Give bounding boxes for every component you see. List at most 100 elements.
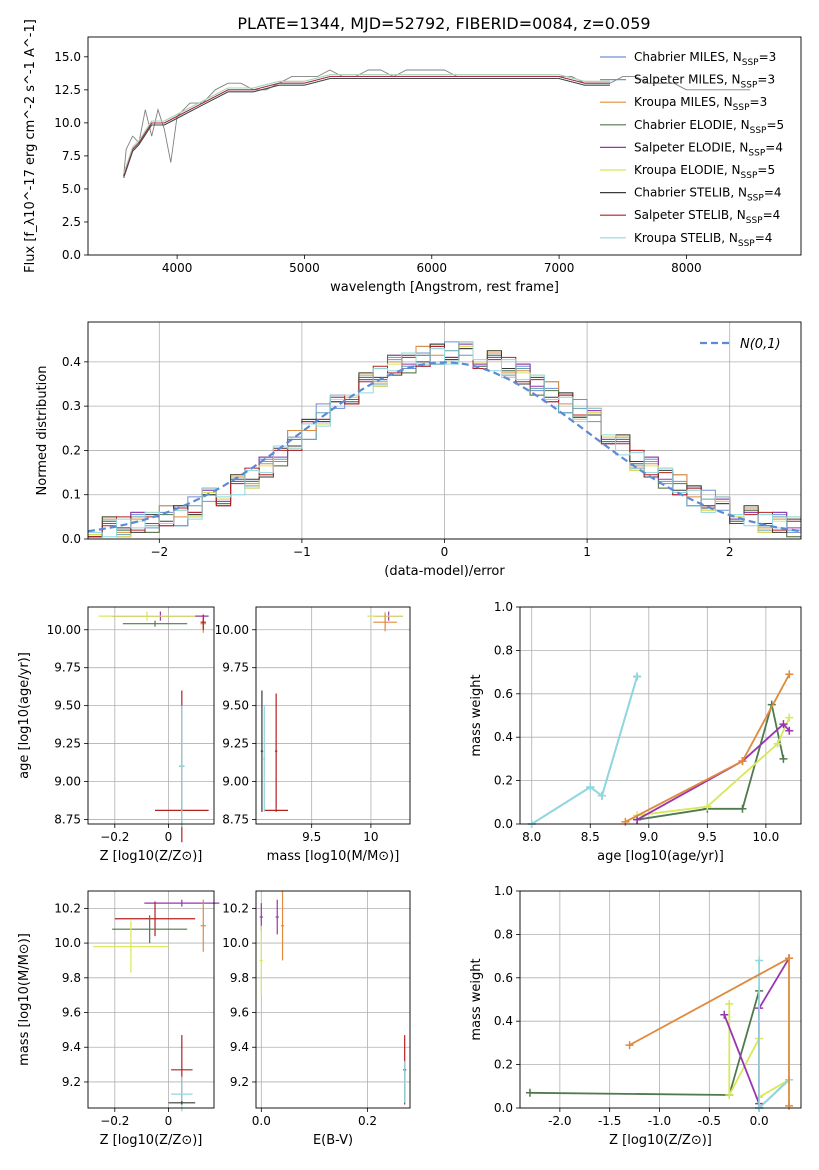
age-weight-panel: 8.0 8.5 9.0 9.5 10.0 0.0 0.2 0.4 0.6 0.8 1.0 age [l… (469, 600, 802, 864)
x-axis-label: age [log10(age/yr)] (597, 849, 724, 864)
weight-marker (738, 757, 747, 766)
legend-label-sub: SSP (741, 171, 758, 181)
y-tick-label: 0.6 (494, 971, 513, 985)
y-tick-label: 0.2 (494, 774, 513, 788)
y-tick-label: 0.4 (494, 1014, 513, 1028)
z-mass-panel: −0.2 0 9.2 9.4 9.6 9.8 10.0 10.2 Z [log10(Z/Z⊙)]… (17, 890, 220, 1148)
y-tick-label: 10.2 (54, 901, 81, 915)
weight-marker (773, 739, 782, 748)
x-tick-label: 9.0 (639, 830, 658, 844)
y-axis-label: Normed distribution (35, 366, 50, 496)
x-tick-label: −1 (293, 545, 311, 559)
weight-marker (525, 1088, 534, 1097)
weight-marker (785, 954, 794, 963)
weight-marker (703, 802, 712, 811)
x-tick-label: 4000 (162, 261, 193, 275)
legend-label-sub: SSP (733, 103, 750, 113)
legend-label: Kroupa STELIB, NSSP=4 (634, 231, 772, 249)
x-tick-label: −0.2 (100, 1114, 129, 1128)
y-tick-label: 2.5 (62, 215, 81, 229)
model-spectrum-line (123, 78, 610, 178)
legend-label-text: Salpeter STELIB, N (634, 208, 746, 222)
y-tick-label: 0.2 (494, 1058, 513, 1072)
x-tick-label: −2 (150, 545, 168, 559)
y-tick-label: 7.5 (62, 149, 81, 163)
weight-line (636, 722, 790, 821)
y-tick-label: 0.8 (494, 643, 513, 657)
weight-line (531, 676, 638, 825)
y-tick-label: 8.75 (222, 812, 249, 826)
y-tick-label: 9.25 (54, 737, 81, 751)
y-tick-label: 9.75 (54, 661, 81, 675)
weight-marker (785, 670, 794, 679)
y-tick-label: 10.0 (222, 936, 249, 950)
y-tick-label: 9.4 (230, 1040, 249, 1054)
weight-marker (720, 1010, 729, 1019)
y-axis-label: mass weight (469, 958, 484, 1040)
x-tick-label: 0 (441, 545, 449, 559)
x-tick-label: -2.0 (548, 1114, 571, 1128)
y-tick-label: 0.3 (62, 399, 81, 413)
y-tick-label: 0.2 (62, 443, 81, 457)
x-axis-label: (data-model)/error (384, 564, 505, 579)
x-axis-label: E(B-V) (313, 1133, 353, 1148)
x-tick-label: 5000 (289, 261, 320, 275)
weight-marker (633, 815, 642, 824)
x-tick-label: -1.0 (648, 1114, 671, 1128)
weight-marker (779, 754, 788, 763)
y-tick-label: 0.0 (494, 817, 513, 831)
residual-histogram-panel: −2 −1 0 1 2 0.0 0.1 0.2 0.3 0.4 (data-model)/error… (35, 321, 802, 579)
weight-marker (725, 1090, 734, 1099)
legend-label: Salpeter STELIB, NSSP=4 (634, 208, 780, 226)
legend-label-eq: =4 (765, 140, 783, 154)
spectrum-panel: 4000 5000 6000 7000 8000 0.0 2.5 5.0 7.5 10.0 12.5… (23, 19, 802, 295)
legend-label: Chabrier MILES, NSSP=3 (634, 50, 776, 68)
y-tick-label: 0.1 (62, 488, 81, 502)
x-axis-label: mass [log10(M/M⊙)] (267, 849, 400, 864)
legend-label-text: Chabrier MILES, N (634, 50, 742, 64)
model-spectrum-line (123, 74, 610, 174)
legend-label-sub: SSP (741, 81, 758, 91)
legend-label-sub: SSP (748, 148, 765, 158)
legend-label: Salpeter MILES, NSSP=3 (634, 73, 775, 91)
model-spectrum-line (123, 78, 610, 178)
weight-line (531, 676, 638, 825)
x-axis-label: Z [log10(Z/Z⊙)] (100, 1133, 203, 1148)
z-age-panel: −0.2 0 8.75 9.00 9.25 9.50 9.75 10.00 Z [log10(Z… (17, 606, 215, 864)
axes-frame (255, 890, 411, 1109)
y-tick-label: 9.50 (222, 699, 249, 713)
y-tick-label: 9.25 (222, 737, 249, 751)
x-axis-label: Z [log10(Z/Z⊙)] (609, 1133, 712, 1148)
weight-marker (621, 817, 630, 826)
weight-marker (785, 726, 794, 735)
x-tick-label: -1.5 (598, 1114, 621, 1128)
x-tick-label: 10.0 (753, 830, 780, 844)
y-axis-label: mass weight (469, 674, 484, 756)
y-axis-label: age [log10(age/yr)] (17, 652, 32, 779)
legend-label-sub: SSP (747, 194, 764, 204)
y-tick-label: 8.75 (54, 812, 81, 826)
y-tick-label: 9.75 (222, 661, 249, 675)
y-tick-label: 0.4 (62, 355, 81, 369)
x-tick-label: 1 (583, 545, 591, 559)
weight-marker (586, 783, 595, 792)
legend-label-eq: =3 (759, 50, 777, 64)
x-tick-label: 0.0 (252, 1114, 271, 1128)
y-tick-label: 15.0 (54, 50, 81, 64)
y-tick-label: 10.00 (47, 623, 81, 637)
legend-label-eq: =3 (757, 73, 775, 87)
x-tick-label: 9.5 (698, 830, 717, 844)
y-tick-label: 0.6 (494, 687, 513, 701)
x-tick-label: 6000 (416, 261, 447, 275)
y-tick-label: 12.5 (54, 83, 81, 97)
x-tick-label: 2 (726, 545, 734, 559)
y-tick-label: 10.00 (215, 623, 249, 637)
x-axis-label: wavelength [Angstrom, rest frame] (330, 280, 559, 295)
x-tick-label: 10 (363, 830, 378, 844)
x-tick-label: −0.2 (100, 830, 129, 844)
model-spectrum-line (123, 76, 610, 176)
legend-label: Chabrier ELODIE, NSSP=5 (634, 118, 784, 136)
axes-frame (87, 606, 215, 825)
x-tick-label: -0.5 (698, 1114, 721, 1128)
